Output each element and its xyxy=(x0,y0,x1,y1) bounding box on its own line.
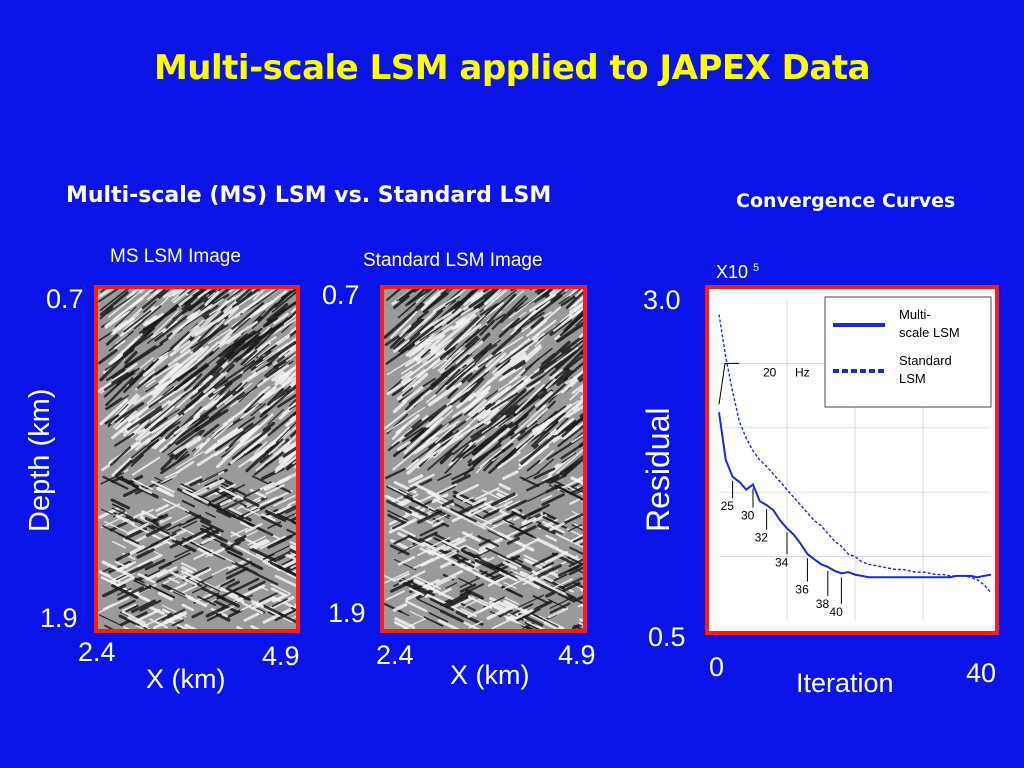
y-multiplier-base: X10 xyxy=(716,262,749,282)
std-x-axis-label: X (km) xyxy=(450,660,530,690)
ms-seismic-section xyxy=(98,289,296,629)
annotation-label: 34 xyxy=(775,555,789,569)
std-x-right-tick: 4.9 xyxy=(558,640,596,670)
slide-title: Multi-scale LSM applied to JAPEX Data xyxy=(153,48,871,88)
y-tick-top: 3.0 xyxy=(643,285,681,315)
annotation-label: 40 xyxy=(829,605,843,619)
annotation-unit: Hz xyxy=(795,365,810,379)
annotation-label: 20 xyxy=(763,365,777,379)
chart-legend: Multi-scale LSM Standard LSM xyxy=(824,296,992,408)
convergence-heading: Convergence Curves xyxy=(736,190,956,212)
ms-image-label: MS LSM Image xyxy=(110,246,241,267)
std-depth-bottom-tick: 1.9 xyxy=(328,598,366,628)
ms-lsm-image xyxy=(94,285,300,633)
seismic-reflectors xyxy=(384,289,583,629)
convergence-chart: 20 Hz 25 30 32 34 36 38 40 Multi-scale LSM Standar… xyxy=(705,285,999,635)
legend-entry-ms-line1: Multi- xyxy=(899,307,931,322)
y-multiplier: X10 5 xyxy=(716,262,759,283)
iteration-axis-label: Iteration xyxy=(796,668,894,698)
ms-depth-bottom-tick: 1.9 xyxy=(40,603,78,633)
x-tick-right: 40 xyxy=(966,658,997,688)
std-image-label: Standard LSM Image xyxy=(363,250,543,271)
std-x-left-tick: 2.4 xyxy=(376,640,414,670)
ms-x-left-tick: 2.4 xyxy=(78,637,116,667)
legend-entry-std-line2: LSM xyxy=(899,371,926,386)
legend-entry-std-line1: Standard xyxy=(899,353,952,368)
annotation-label: 25 xyxy=(721,499,735,513)
annotation-label: 30 xyxy=(741,508,755,522)
ms-depth-top-tick: 0.7 xyxy=(46,284,84,314)
residual-axis-label: Residual xyxy=(640,407,676,532)
y-multiplier-exponent: 5 xyxy=(753,262,760,274)
seismic-reflectors xyxy=(98,289,296,629)
std-depth-top-tick: 0.7 xyxy=(322,280,360,310)
std-seismic-section xyxy=(384,289,583,629)
standard-lsm-image xyxy=(380,285,587,633)
annotation-label: 38 xyxy=(816,597,830,611)
comparison-heading: Multi-scale (MS) LSM vs. Standard LSM xyxy=(66,183,552,208)
annotation-label: 36 xyxy=(795,583,809,597)
ms-x-axis-label: X (km) xyxy=(146,664,226,694)
x-tick-left: 0 xyxy=(709,652,725,682)
y-tick-bottom: 0.5 xyxy=(648,622,686,652)
ms-x-right-tick: 4.9 xyxy=(262,641,300,671)
legend-entry-ms-line2: scale LSM xyxy=(899,325,960,340)
depth-axis-label: Depth (km) xyxy=(24,388,56,532)
annotation-label: 32 xyxy=(755,531,769,545)
multiscale-lsm-curve xyxy=(718,412,992,579)
